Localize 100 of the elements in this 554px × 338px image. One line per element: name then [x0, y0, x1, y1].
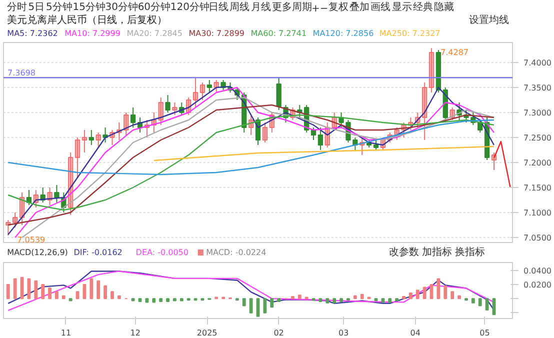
- bar: [478, 298, 482, 306]
- bar: [450, 291, 454, 300]
- text: 月线: [250, 1, 271, 13]
- chart-title: MACD(12,26,9): [7, 248, 68, 257]
- y-tick-label: 7.1000: [524, 208, 552, 218]
- y-tick-label: 7.4000: [524, 58, 552, 68]
- text: 分时: [7, 1, 28, 13]
- candlestick: [82, 130, 88, 153]
- line-series: [8, 119, 495, 176]
- bar: [180, 298, 184, 302]
- x-tick-label: 04: [410, 328, 420, 338]
- text: −: [320, 4, 328, 14]
- candlestick: [192, 77, 198, 108]
- text: MA10: 7.2999: [64, 29, 120, 38]
- ref-line-label: 7.3698: [8, 68, 36, 78]
- candlestick: [200, 82, 206, 100]
- bar: [152, 298, 156, 303]
- bar: [444, 285, 448, 300]
- text: 60分钟: [138, 1, 171, 13]
- text: 叠加: [350, 1, 370, 13]
- candlestick: [172, 102, 178, 116]
- text: 120分钟: [170, 1, 210, 13]
- text: 显示: [392, 2, 412, 13]
- candlestick: [12, 212, 18, 228]
- y-tick-label: 0.0400: [524, 266, 552, 276]
- bar: [6, 284, 10, 300]
- bar: [96, 280, 100, 300]
- bar: [381, 298, 385, 303]
- candlestick: [318, 127, 324, 150]
- bar: [326, 298, 330, 304]
- bar: [242, 298, 246, 306]
- y-tick-label: 7.2000: [524, 158, 552, 168]
- bar: [353, 295, 357, 300]
- text: MA60: 7.2741: [250, 29, 307, 38]
- bar: [402, 296, 406, 300]
- line-series: [8, 114, 495, 211]
- x-tick-label: 11: [60, 328, 72, 338]
- y-tick-label: 7.3000: [524, 108, 552, 118]
- bar: [256, 298, 260, 317]
- x-tick-label: 03: [338, 328, 349, 338]
- bar: [166, 298, 170, 302]
- text: 设置均线: [468, 14, 509, 26]
- bar: [90, 278, 94, 300]
- bar: [55, 291, 58, 300]
- legend-label: MACD: -0.0224: [206, 248, 266, 257]
- bar: [340, 298, 344, 302]
- candlestick: [96, 132, 101, 148]
- bar: [249, 298, 253, 314]
- bar: [110, 291, 114, 300]
- text: 日线: [208, 1, 229, 13]
- y-tick-label: 7.2500: [524, 134, 552, 142]
- text: 隐藏: [434, 1, 454, 13]
- x-tick-label: 05: [480, 328, 490, 338]
- text: DEA: -0.0050: [136, 248, 188, 257]
- x-tick-label: 02: [274, 328, 284, 338]
- y-tick-label: 0.0200: [524, 280, 552, 290]
- text: 30分钟: [105, 1, 138, 13]
- text: MA120: 7.2856: [312, 29, 374, 38]
- bar: [138, 298, 142, 302]
- bar: [48, 288, 52, 300]
- text: 画线: [370, 1, 391, 13]
- bar: [290, 296, 294, 300]
- bar: [298, 294, 302, 300]
- bar: [436, 278, 440, 300]
- bar: [145, 298, 149, 303]
- candlestick: [428, 48, 434, 93]
- text: 周线: [230, 1, 250, 13]
- series-label: DIF: -0.0162: [74, 248, 122, 257]
- y-tick-label: 7.0500: [524, 234, 552, 242]
- bar: [270, 298, 274, 308]
- bar: [388, 298, 392, 303]
- candlestick: [422, 82, 428, 140]
- text: +: [311, 4, 320, 14]
- text: 加指标: [422, 246, 452, 258]
- text: MA30: 7.2899: [188, 29, 245, 38]
- text: 15分钟: [72, 1, 106, 13]
- line-series: [153, 146, 495, 162]
- bar: [131, 298, 135, 302]
- text: 换指标: [454, 246, 485, 258]
- bar: [117, 295, 121, 300]
- bar: [76, 291, 80, 300]
- candlestick: [74, 137, 80, 178]
- text: 改参数: [388, 246, 419, 258]
- annotation: 7.0539: [17, 236, 46, 245]
- bar: [62, 295, 66, 300]
- bar: [34, 280, 38, 300]
- text: MA250: 7.2327: [379, 29, 440, 38]
- bar: [104, 285, 108, 300]
- bar: [416, 290, 420, 300]
- bar: [395, 298, 399, 302]
- text: 复权: [328, 1, 348, 13]
- candlestick: [130, 107, 136, 128]
- y-tick-label: 7.1500: [524, 184, 552, 192]
- candlestick: [88, 130, 94, 146]
- bar: [159, 298, 163, 302]
- bar: [27, 278, 31, 300]
- bar: [318, 298, 322, 302]
- y-tick-label: 7.3500: [524, 84, 552, 92]
- x-tick-label: 12: [130, 328, 140, 338]
- chart-title: 美元兑离岸人民币（日线，后复权）: [7, 14, 168, 26]
